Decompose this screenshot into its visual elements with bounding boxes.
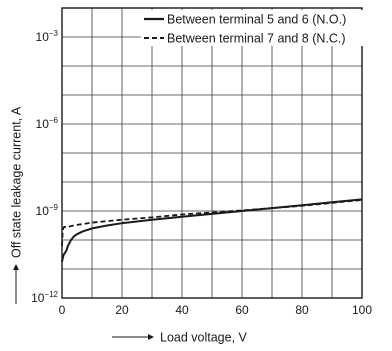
x-axis-arrowhead — [148, 334, 154, 340]
grid-lines — [62, 8, 362, 298]
y-axis-title: Off state leakage current, A — [10, 106, 24, 304]
y-tick-label: 10−12 — [31, 290, 58, 305]
plot-frame — [61, 7, 363, 299]
x-tick-label: 40 — [175, 303, 189, 317]
y-tick-label: 10−3 — [36, 29, 59, 44]
y-tick-labels: 10−12 10−9 10−6 10−3 — [31, 29, 58, 305]
y-axis-arrowhead — [13, 264, 19, 270]
legend-label-no: Between terminal 5 and 6 (N.O.) — [167, 13, 346, 27]
x-tick-label: 20 — [115, 303, 129, 317]
x-axis-title: Load voltage, V — [112, 331, 248, 345]
series-line-nc — [61, 199, 363, 246]
legend-background — [141, 10, 363, 46]
x-tick-label: 60 — [235, 303, 249, 317]
x-tick-label: 0 — [59, 303, 66, 317]
x-tick-label: 80 — [295, 303, 309, 317]
y-tick-label: 10−9 — [36, 203, 59, 218]
series-layer — [61, 198, 363, 262]
y-axis-label: Off state leakage current, A — [10, 106, 24, 258]
x-axis-label: Load voltage, V — [160, 331, 248, 345]
x-tick-labels: 0 20 40 60 80 100 — [59, 303, 373, 317]
x-tick-label: 100 — [352, 303, 372, 317]
legend-label-nc: Between terminal 7 and 8 (N.C.) — [167, 32, 346, 46]
legend: Between terminal 5 and 6 (N.O.) Between … — [141, 10, 363, 46]
y-tick-label: 10−6 — [36, 116, 59, 131]
